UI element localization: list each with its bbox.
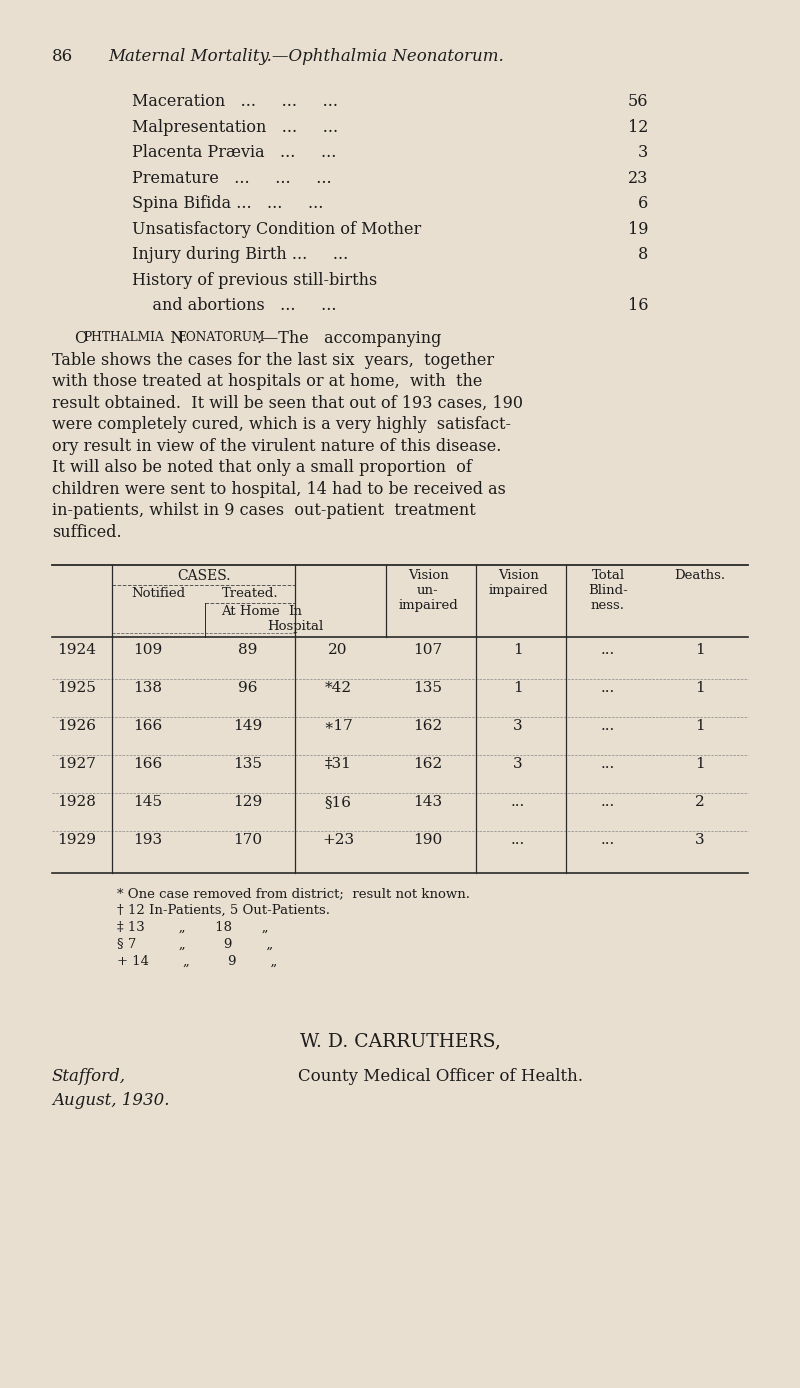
Text: children were sent to hospital, 14 had to be received as: children were sent to hospital, 14 had t… [52,480,506,497]
Text: result obtained.  It will be seen that out of 193 cases, 190: result obtained. It will be seen that ou… [52,394,523,411]
Text: 107: 107 [414,643,442,657]
Text: EONATORUM: EONATORUM [177,330,265,344]
Text: 190: 190 [414,833,442,847]
Text: 149: 149 [234,719,262,733]
Text: County Medical Officer of Health.: County Medical Officer of Health. [298,1067,582,1085]
Text: Malpresentation   ...     ...: Malpresentation ... ... [132,118,338,136]
Text: 135: 135 [234,756,262,770]
Text: Vision
impaired: Vision impaired [488,569,548,597]
Text: 1926: 1926 [57,719,96,733]
Text: §16: §16 [325,795,351,809]
Text: ory result in view of the virulent nature of this disease.: ory result in view of the virulent natur… [52,437,502,454]
Text: 138: 138 [134,682,162,695]
Text: Vision
un-
impaired: Vision un- impaired [398,569,458,612]
Text: 2: 2 [695,795,705,809]
Text: Table shows the cases for the last six  years,  together: Table shows the cases for the last six y… [52,351,494,368]
Text: 1: 1 [695,682,705,695]
Text: 1: 1 [513,682,523,695]
Text: 56: 56 [627,93,648,110]
Text: ‡ 13        „       18       „: ‡ 13 „ 18 „ [117,922,269,934]
Text: In
Hospital: In Hospital [267,605,323,633]
Text: Notified: Notified [131,587,186,600]
Text: were completely cured, which is a very highly  satisfact-: were completely cured, which is a very h… [52,416,511,433]
Text: 143: 143 [414,795,442,809]
Text: * One case removed from district;  result not known.: * One case removed from district; result… [117,887,470,899]
Text: ...: ... [601,643,615,657]
Text: 96: 96 [238,682,258,695]
Text: Deaths.: Deaths. [674,569,726,582]
Text: § 7          „         9        „: § 7 „ 9 „ [117,938,273,951]
Text: 166: 166 [134,719,162,733]
Text: 109: 109 [134,643,162,657]
Text: ...: ... [511,833,525,847]
Text: ∗17: ∗17 [323,719,353,733]
Text: ...: ... [601,795,615,809]
Text: 1: 1 [513,643,523,657]
Text: 166: 166 [134,756,162,770]
Text: 1929: 1929 [57,833,96,847]
Text: O: O [74,330,87,347]
Text: 1927: 1927 [57,756,96,770]
Text: ...: ... [511,795,525,809]
Text: Injury during Birth ...     ...: Injury during Birth ... ... [132,246,348,262]
Text: 170: 170 [234,833,262,847]
Text: At Home: At Home [221,605,279,618]
Text: August, 1930.: August, 1930. [52,1092,170,1109]
Text: 3: 3 [513,719,523,733]
Text: N: N [160,330,184,347]
Text: ...: ... [601,719,615,733]
Text: sufficed.: sufficed. [52,523,122,540]
Text: and abortions   ...     ...: and abortions ... ... [132,297,337,314]
Text: 3: 3 [638,144,648,161]
Text: † 12 In-Patients, 5 Out-Patients.: † 12 In-Patients, 5 Out-Patients. [117,904,330,917]
Text: 162: 162 [414,719,442,733]
Text: W. D. CARRUTHERS,: W. D. CARRUTHERS, [299,1033,501,1049]
Text: Spina Bifida ...   ...     ...: Spina Bifida ... ... ... [132,194,323,212]
Text: Unsatisfactory Condition of Mother: Unsatisfactory Condition of Mother [132,221,422,237]
Text: in-patients, whilst in 9 cases  out-patient  treatment: in-patients, whilst in 9 cases out-patie… [52,502,476,519]
Text: .—The   accompanying: .—The accompanying [257,330,442,347]
Text: 16: 16 [627,297,648,314]
Text: Maternal Mortality.—Ophthalmia Neonatorum.: Maternal Mortality.—Ophthalmia Neonatoru… [108,49,504,65]
Text: CASES.: CASES. [177,569,230,583]
Text: 6: 6 [638,194,648,212]
Text: +23: +23 [322,833,354,847]
Text: 3: 3 [695,833,705,847]
Text: 135: 135 [414,682,442,695]
Text: with those treated at hospitals or at home,  with  the: with those treated at hospitals or at ho… [52,373,482,390]
Text: 86: 86 [52,49,73,65]
Text: ...: ... [601,833,615,847]
Text: Premature   ...     ...     ...: Premature ... ... ... [132,169,332,186]
Text: History of previous still-births: History of previous still-births [132,272,378,289]
Text: 1: 1 [695,756,705,770]
Text: 145: 145 [134,795,162,809]
Text: 8: 8 [638,246,648,262]
Text: *42: *42 [325,682,351,695]
Text: 1924: 1924 [57,643,96,657]
Text: PHTHALMIA: PHTHALMIA [83,330,164,344]
Text: 1: 1 [695,643,705,657]
Text: 89: 89 [238,643,258,657]
Text: 1928: 1928 [57,795,96,809]
Text: 20: 20 [328,643,348,657]
Text: Placenta Prævia   ...     ...: Placenta Prævia ... ... [132,144,336,161]
Text: 19: 19 [627,221,648,237]
Text: + 14        „         9        „: + 14 „ 9 „ [117,955,278,967]
Text: 12: 12 [628,118,648,136]
Text: It will also be noted that only a small proportion  of: It will also be noted that only a small … [52,459,472,476]
Text: Maceration   ...     ...     ...: Maceration ... ... ... [132,93,338,110]
Text: Treated.: Treated. [222,587,278,600]
Text: 129: 129 [234,795,262,809]
Text: Total
Blind-
ness.: Total Blind- ness. [588,569,628,612]
Text: 193: 193 [134,833,162,847]
Text: 1: 1 [695,719,705,733]
Text: Stafford,: Stafford, [52,1067,126,1085]
Text: ‡31: ‡31 [325,756,351,770]
Text: 3: 3 [513,756,523,770]
Text: 162: 162 [414,756,442,770]
Text: ...: ... [601,682,615,695]
Text: ...: ... [601,756,615,770]
Text: 1925: 1925 [57,682,96,695]
Text: 23: 23 [628,169,648,186]
